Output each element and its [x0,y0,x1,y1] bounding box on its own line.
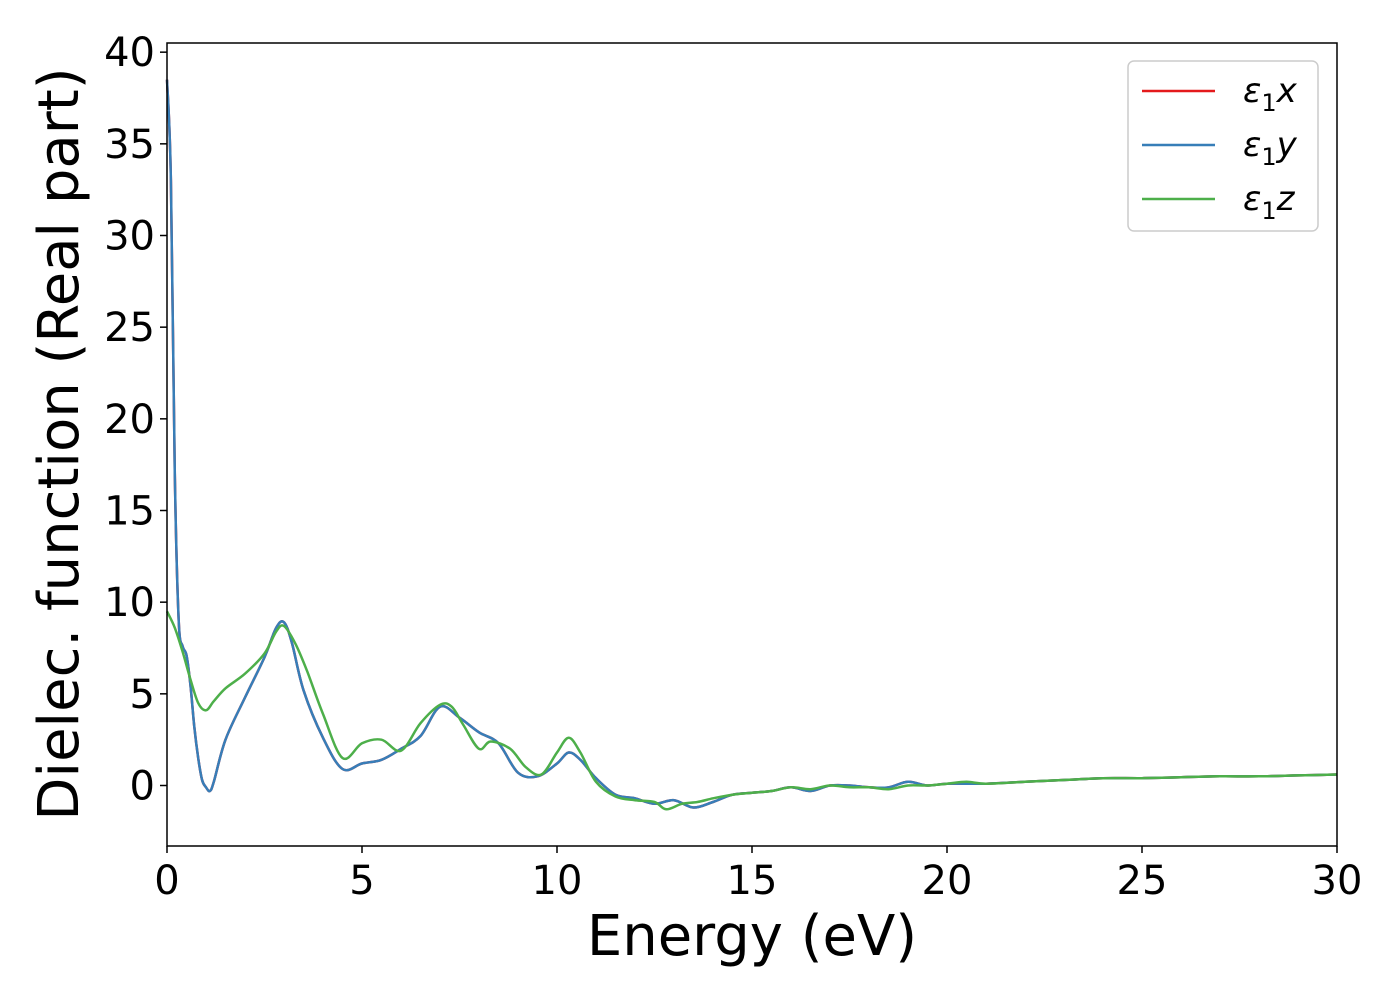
y-tick-label: 0 [130,764,155,810]
legend: ε1x ε1y ε1z [1127,60,1319,232]
y-tick-label: 40 [104,30,155,76]
legend-box [1127,60,1319,232]
y-axis-label: Dielec. function (Real part) [27,67,92,820]
axis-ticks: 0 5 10 15 20 25 30 0 5 10 15 20 25 30 35 40 [104,30,1362,904]
x-tick-label: 25 [1117,858,1168,904]
legend-label-z: ε1z [1243,179,1296,225]
y-tick-label: 30 [104,214,155,260]
x-tick-label: 0 [154,858,179,904]
x-tick-label: 10 [532,858,583,904]
y-tick-label: 25 [104,305,155,351]
series-line-z [165,610,1338,811]
x-tick-label: 20 [922,858,973,904]
y-tick-label: 20 [104,397,155,443]
x-tick-label: 5 [349,858,374,904]
x-tick-label: 15 [727,858,778,904]
x-tick-label: 30 [1312,858,1363,904]
y-tick-label: 15 [104,489,155,535]
legend-label-x: ε1x [1243,71,1298,117]
x-axis-label: Energy (eV) [587,904,917,969]
legend-label-y: ε1y [1243,125,1298,171]
y-tick-label: 10 [104,580,155,626]
y-tick-label: 5 [130,672,155,718]
y-tick-label: 35 [104,122,155,168]
series-layer [165,79,1338,811]
